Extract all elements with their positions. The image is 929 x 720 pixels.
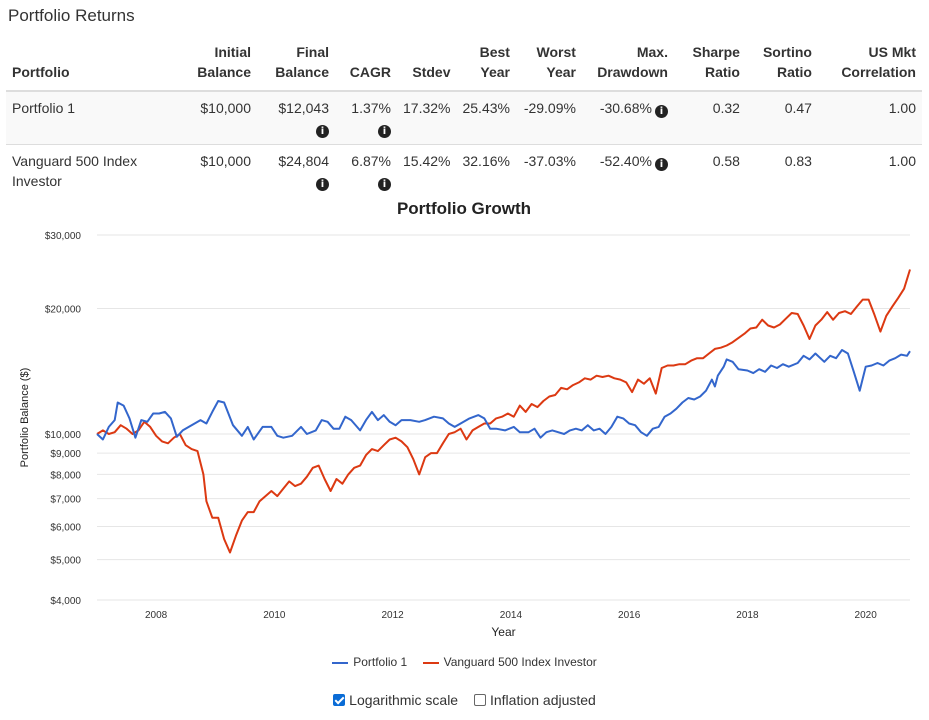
cell-worst-year: -29.09%: [515, 91, 582, 145]
cell-sharpe-ratio: 0.32: [673, 91, 746, 145]
cell-sortino-ratio: 0.83: [784, 153, 812, 169]
info-icon[interactable]: i: [654, 158, 668, 171]
col-us-mkt-correlation: US Mkt Correlation: [817, 38, 922, 92]
x-tick-label: 2018: [736, 610, 759, 621]
legend-item-vanguard-500[interactable]: Vanguard 500 Index Investor: [422, 655, 597, 669]
cell-best-year: 32.16%: [462, 153, 510, 169]
table-row: Vanguard 500 Index Investor $10,000 $24,…: [6, 145, 922, 198]
col-stdev: Stdev: [397, 38, 457, 92]
section-title: Portfolio Returns: [8, 6, 135, 25]
cell-initial-balance: $10,000: [200, 153, 251, 169]
x-axis-label: Year: [491, 625, 515, 639]
x-tick-label: 2010: [263, 610, 286, 621]
y-tick-label: $10,000: [45, 430, 82, 441]
col-initial-balance: Initial Balance: [183, 38, 257, 92]
cell-portfolio-name: Vanguard 500 Index Investor: [12, 153, 138, 189]
logarithmic-scale-checkbox[interactable]: Logarithmic scale: [333, 692, 458, 708]
x-tick-label: 2016: [618, 610, 641, 621]
checkbox-checked[interactable]: [333, 694, 346, 706]
y-tick-label: $4,000: [50, 596, 81, 607]
legend-swatch: [422, 661, 439, 664]
x-tick-label: 2012: [382, 610, 405, 621]
chart-legend: Portfolio 1 Vanguard 500 Index Investor: [0, 655, 929, 669]
chart-title: Portfolio Growth: [397, 199, 531, 218]
col-max-drawdown: Max. Drawdown: [581, 38, 674, 92]
info-icon[interactable]: i: [316, 125, 329, 138]
cell-stdev: 15.42%: [403, 153, 451, 169]
y-tick-label: $5,000: [50, 556, 81, 567]
info-icon[interactable]: i: [378, 125, 391, 138]
cell-portfolio-name: Portfolio 1: [6, 91, 183, 145]
x-axis-ticks: 2008 2010 2012 2014 2016 2018 2020: [145, 610, 877, 621]
series-line-vanguard-500: [96, 269, 911, 554]
col-final-balance: Final Balance: [257, 38, 335, 92]
legend-item-portfolio-1[interactable]: Portfolio 1: [332, 655, 407, 669]
y-tick-label: $30,000: [45, 231, 82, 242]
legend-label: Portfolio 1: [353, 655, 408, 669]
portfolio-returns-table: Portfolio Initial Balance Final Balance CA…: [6, 38, 922, 197]
y-axis-ticks: $4,000 $5,000 $6,000 $7,000 $8,000 $9,000 $10,…: [45, 231, 82, 607]
cell-initial-balance: $10,000: [183, 91, 257, 145]
cell-final-balance: $24,804i: [278, 153, 329, 191]
checkbox-label: Logarithmic scale: [349, 692, 459, 708]
cell-us-mkt-correlation: 1.00: [817, 91, 922, 145]
series-line-portfolio-1: [96, 349, 911, 441]
cell-us-mkt-correlation: 1.00: [888, 153, 916, 169]
checkbox-unchecked[interactable]: [473, 694, 486, 706]
cell-final-balance: $12,043i: [257, 91, 335, 145]
y-axis-label: Portfolio Balance ($): [19, 368, 31, 468]
cell-cagr: 6.87%i: [351, 153, 391, 191]
info-icon[interactable]: i: [654, 105, 668, 118]
y-tick-label: $9,000: [50, 449, 81, 460]
col-best-year: Best Year: [456, 38, 516, 92]
cell-sortino-ratio: 0.47: [745, 91, 818, 145]
info-icon[interactable]: i: [378, 178, 391, 191]
x-tick-label: 2020: [855, 610, 878, 621]
legend-label: Vanguard 500 Index Investor: [443, 655, 597, 669]
x-tick-label: 2008: [145, 610, 168, 621]
info-icon[interactable]: i: [316, 178, 329, 191]
cell-cagr: 1.37%i: [335, 91, 397, 145]
y-tick-label: $7,000: [50, 495, 81, 506]
col-sortino-ratio: Sortino Ratio: [745, 38, 818, 92]
col-cagr: CAGR: [335, 38, 397, 92]
col-sharpe-ratio: Sharpe Ratio: [673, 38, 746, 92]
cell-max-drawdown: -30.68% i: [581, 91, 674, 145]
legend-swatch: [332, 661, 349, 664]
y-tick-label: $6,000: [50, 523, 81, 534]
series-lines: [96, 269, 911, 554]
inflation-adjusted-checkbox[interactable]: Inflation adjusted: [473, 692, 596, 708]
cell-best-year: 25.43%: [456, 91, 516, 145]
grid-lines: [97, 234, 910, 601]
cell-max-drawdown: -52.40% i: [582, 145, 674, 198]
cell-worst-year: -37.03%: [523, 153, 576, 169]
chart-options: Logarithmic scale Inflation adjusted: [0, 692, 929, 708]
cell-sharpe-ratio: 0.58: [712, 153, 740, 169]
y-tick-label: $8,000: [50, 470, 81, 481]
col-worst-year: Worst Year: [515, 38, 582, 92]
x-tick-label: 2014: [500, 610, 523, 621]
cell-stdev: 17.32%: [397, 91, 457, 145]
y-tick-label: $20,000: [45, 304, 82, 315]
col-portfolio: Portfolio: [6, 38, 183, 92]
table-row: Portfolio 1 $10,000 $12,043i 1.37%i 17.3…: [6, 91, 922, 145]
portfolio-growth-chart: Portfolio Growth $4,000 $5,000 $6,000 $7,00…: [19, 199, 911, 639]
table-header-row: Portfolio Initial Balance Final Balance CA…: [6, 38, 922, 92]
checkbox-label: Inflation adjusted: [489, 692, 596, 708]
